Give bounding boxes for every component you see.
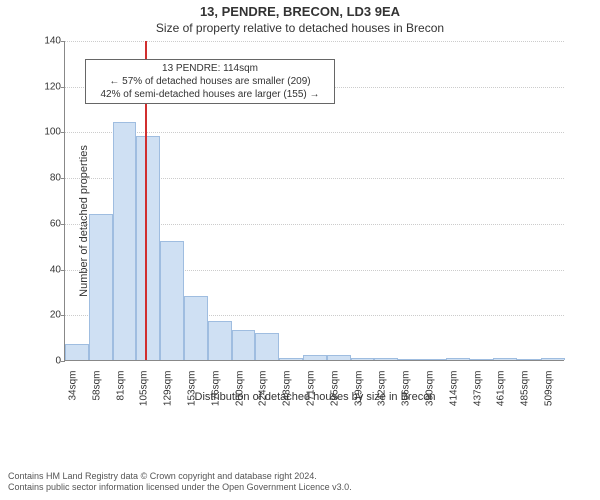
histogram-bar bbox=[446, 358, 470, 360]
histogram-bar bbox=[184, 296, 208, 360]
x-tick-label: 437sqm bbox=[472, 371, 483, 421]
histogram-bar bbox=[255, 333, 279, 360]
histogram-bar bbox=[303, 355, 327, 360]
histogram-bar bbox=[113, 122, 137, 360]
histogram-bar bbox=[327, 355, 351, 360]
annotation-box: 13 PENDRE: 114sqm ← 57% of detached hous… bbox=[85, 59, 335, 104]
annotation-line3: 42% of semi-detached houses are larger (… bbox=[92, 88, 328, 101]
x-tick-label: 200sqm bbox=[234, 371, 245, 421]
histogram-bar bbox=[351, 358, 375, 360]
x-tick-label: 414sqm bbox=[448, 371, 459, 421]
address-title: 13, PENDRE, BRECON, LD3 9EA bbox=[0, 4, 600, 19]
histogram-bar bbox=[208, 321, 232, 360]
footer-line2: Contains public sector information licen… bbox=[8, 482, 352, 494]
x-tick-label: 34sqm bbox=[67, 371, 78, 421]
footer-line1: Contains HM Land Registry data © Crown c… bbox=[8, 471, 352, 483]
histogram-bar bbox=[470, 359, 494, 360]
x-tick-label: 105sqm bbox=[139, 371, 150, 421]
x-tick-label: 319sqm bbox=[353, 371, 364, 421]
y-tick-label: 100 bbox=[37, 127, 61, 138]
x-tick-label: 485sqm bbox=[520, 371, 531, 421]
x-tick-label: 366sqm bbox=[401, 371, 412, 421]
y-tick-label: 60 bbox=[37, 218, 61, 229]
x-tick-label: 129sqm bbox=[163, 371, 174, 421]
y-tick-label: 80 bbox=[37, 173, 61, 184]
x-tick-label: 224sqm bbox=[258, 371, 269, 421]
x-tick-label: 58sqm bbox=[91, 371, 102, 421]
x-tick-label: 153sqm bbox=[186, 371, 197, 421]
histogram-bar bbox=[136, 136, 160, 360]
x-tick-label: 461sqm bbox=[496, 371, 507, 421]
x-tick-label: 509sqm bbox=[543, 371, 554, 421]
grid-line bbox=[65, 132, 564, 133]
histogram-bar bbox=[232, 330, 256, 360]
x-tick-label: 342sqm bbox=[377, 371, 388, 421]
chart-header: 13, PENDRE, BRECON, LD3 9EA Size of prop… bbox=[0, 0, 600, 35]
x-tick-label: 81sqm bbox=[115, 371, 126, 421]
chart-subtitle: Size of property relative to detached ho… bbox=[0, 21, 600, 35]
histogram-bar bbox=[65, 344, 89, 360]
histogram-bar bbox=[493, 358, 517, 360]
histogram-bar bbox=[374, 358, 398, 360]
histogram-bar bbox=[160, 241, 184, 360]
y-tick-label: 0 bbox=[37, 356, 61, 367]
histogram-bar bbox=[279, 358, 303, 360]
histogram-bar bbox=[541, 358, 565, 360]
x-tick-label: 295sqm bbox=[329, 371, 340, 421]
footer-attribution: Contains HM Land Registry data © Crown c… bbox=[8, 471, 352, 494]
plot-area: 020406080100120140 13 PENDRE: 114sqm ← 5… bbox=[64, 41, 564, 361]
histogram-bar bbox=[517, 359, 541, 360]
annotation-line2: ← 57% of detached houses are smaller (20… bbox=[92, 75, 328, 88]
y-tick-label: 140 bbox=[37, 36, 61, 47]
y-tick-label: 20 bbox=[37, 310, 61, 321]
x-tick-label: 390sqm bbox=[424, 371, 435, 421]
x-tick-label: 271sqm bbox=[305, 371, 316, 421]
y-tick-label: 40 bbox=[37, 264, 61, 275]
histogram-bar bbox=[422, 359, 446, 360]
grid-line bbox=[65, 41, 564, 42]
y-tick-label: 120 bbox=[37, 81, 61, 92]
x-tick-label: 248sqm bbox=[282, 371, 293, 421]
histogram-chart: Number of detached properties 0204060801… bbox=[50, 41, 580, 401]
histogram-bar bbox=[398, 359, 422, 360]
annotation-line1: 13 PENDRE: 114sqm bbox=[92, 62, 328, 75]
histogram-bar bbox=[89, 214, 113, 360]
x-tick-label: 176sqm bbox=[210, 371, 221, 421]
